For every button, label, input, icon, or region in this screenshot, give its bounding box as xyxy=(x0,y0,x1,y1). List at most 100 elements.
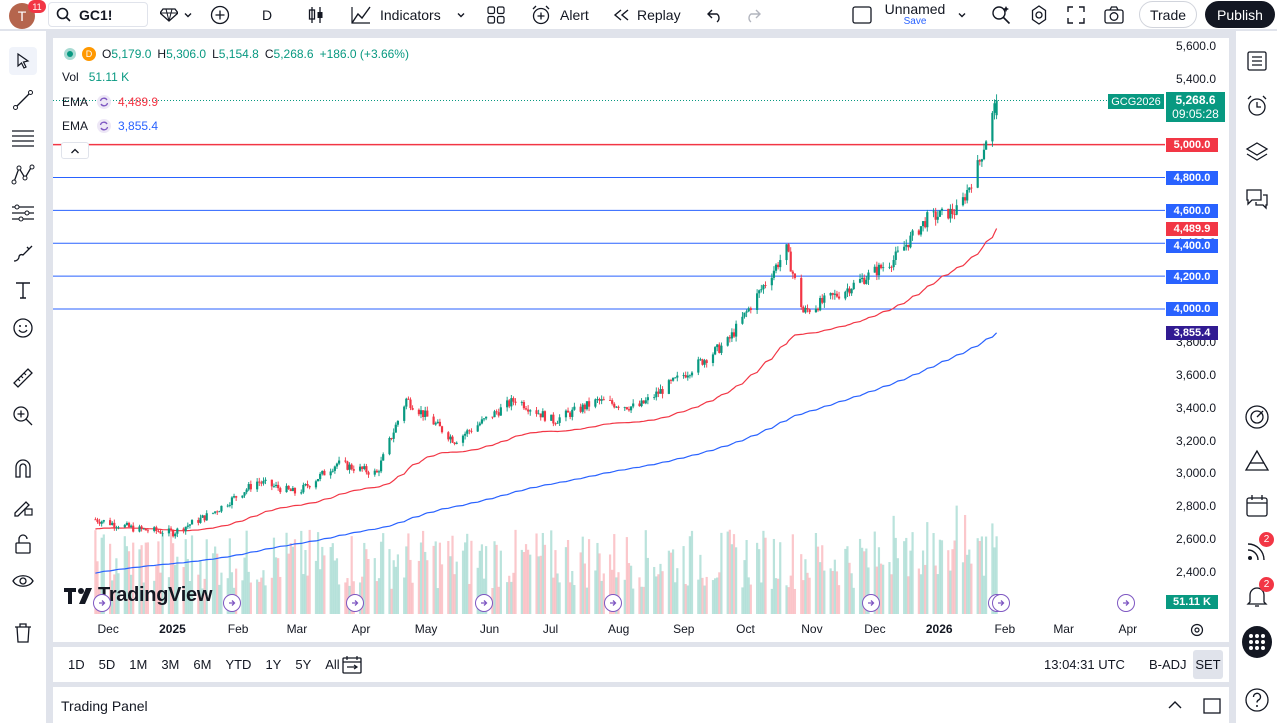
range-button-6m[interactable]: 6M xyxy=(193,657,212,672)
layout-name-block[interactable]: Unnamed Save xyxy=(880,2,950,27)
chat-button[interactable] xyxy=(1242,184,1272,214)
adjustment-toggle[interactable]: B-ADJ xyxy=(1149,647,1187,682)
calendar-range-icon xyxy=(342,655,362,674)
ohlc-legend: D O 5,179.0 H 5,306.0 L 5,154.8 C 5,268.6 +1… xyxy=(62,46,409,62)
text-tool[interactable] xyxy=(9,276,37,304)
layout-save-status: Save xyxy=(903,16,927,27)
range-button-all[interactable]: All xyxy=(325,657,340,672)
undo-button[interactable] xyxy=(700,0,730,29)
publish-button[interactable]: Publish xyxy=(1205,1,1275,28)
session-toggle[interactable]: SET xyxy=(1193,650,1223,679)
event-marker-icon[interactable] xyxy=(604,594,622,612)
object-tree-button[interactable] xyxy=(1242,137,1272,167)
time-tick-label: Oct xyxy=(736,622,755,636)
fullscreen-button[interactable] xyxy=(1060,0,1092,29)
stay-drawing-tool[interactable] xyxy=(9,493,37,521)
fib-tool[interactable] xyxy=(9,124,37,152)
layout-button[interactable] xyxy=(845,0,879,29)
alerts-button[interactable] xyxy=(1242,91,1272,121)
symbol-search[interactable]: GC1! xyxy=(48,2,148,27)
refresh-icon xyxy=(97,119,112,133)
maximize-icon[interactable] xyxy=(1203,698,1221,714)
goto-date-button[interactable] xyxy=(341,647,363,682)
range-buttons: 1D 5D 1M 3M 6M YTD 1Y 5Y All xyxy=(61,647,347,682)
cursor-tool[interactable] xyxy=(9,47,37,75)
time-tick-label: Mar xyxy=(1053,622,1074,636)
alert-button[interactable]: Alert xyxy=(524,0,595,29)
event-marker-icon[interactable] xyxy=(346,594,364,612)
help-button[interactable] xyxy=(1242,685,1272,715)
streams-button[interactable]: 2 xyxy=(1242,532,1274,566)
pattern-tool[interactable] xyxy=(9,161,37,189)
collapse-legend-button[interactable] xyxy=(61,142,89,159)
quick-search-button[interactable] xyxy=(984,0,1018,29)
pattern-icon xyxy=(11,164,35,185)
chevron-up-icon[interactable] xyxy=(1167,699,1183,711)
layout-name: Unnamed xyxy=(884,1,946,17)
calendar-button[interactable] xyxy=(1242,491,1272,521)
compare-button[interactable] xyxy=(204,0,236,29)
candles-icon xyxy=(308,6,323,23)
layout-menu-button[interactable] xyxy=(950,0,974,29)
settings-button[interactable] xyxy=(1022,0,1056,29)
emoji-tool[interactable] xyxy=(9,314,37,342)
range-button-5y[interactable]: 5Y xyxy=(295,657,312,672)
hide-drawings-tool[interactable] xyxy=(9,567,37,595)
trend-line-tool[interactable] xyxy=(9,86,37,114)
event-marker-icon[interactable] xyxy=(1117,594,1135,612)
time-tick-label: Jul xyxy=(542,622,559,636)
square-icon xyxy=(852,5,872,24)
forecast-tool[interactable] xyxy=(9,199,37,227)
range-button-1m[interactable]: 1M xyxy=(129,657,148,672)
redo-button[interactable] xyxy=(738,0,768,29)
utc-clock[interactable]: 13:04:31 UTC xyxy=(1044,647,1125,682)
interval-button[interactable]: D xyxy=(256,0,278,29)
chart-pane[interactable] xyxy=(53,38,1229,642)
price-tick-label: 2,800.0 xyxy=(1175,499,1216,514)
indicators-button[interactable]: Indicators xyxy=(344,0,473,29)
axis-settings-icon[interactable] xyxy=(1189,622,1205,638)
event-marker-icon[interactable] xyxy=(93,594,111,612)
event-marker-icon[interactable] xyxy=(862,594,880,612)
zoom-tool[interactable] xyxy=(9,402,37,430)
magnet-icon xyxy=(15,459,31,478)
range-button-5d[interactable]: 5D xyxy=(98,657,116,672)
range-button-1y[interactable]: 1Y xyxy=(265,657,282,672)
range-button-ytd[interactable]: YTD xyxy=(225,657,252,672)
trash-icon xyxy=(15,623,31,643)
notifications-button[interactable]: 2 xyxy=(1242,577,1274,611)
pyramid-icon xyxy=(1244,449,1270,471)
ema-fast-legend[interactable]: EMA 4,489.9 xyxy=(62,94,158,110)
magnet-tool[interactable] xyxy=(9,454,37,482)
diamond-dropdown[interactable] xyxy=(154,0,200,29)
price-tick-label: 3,200.0 xyxy=(1175,433,1216,448)
pencil-lock-icon xyxy=(14,501,33,517)
refresh-icon xyxy=(97,95,112,109)
lock-drawings-tool[interactable] xyxy=(9,530,37,558)
templates-button[interactable] xyxy=(480,0,512,29)
chart-type-button[interactable] xyxy=(300,0,332,29)
time-tick-label: Dec xyxy=(864,622,886,636)
volume-legend[interactable]: Vol 51.11 K xyxy=(62,70,129,84)
ema-slow-legend[interactable]: EMA 3,855.4 xyxy=(62,118,158,134)
brush-tool[interactable] xyxy=(9,239,37,267)
event-marker-icon[interactable] xyxy=(992,594,1010,612)
price-tick-label: 3,000.0 xyxy=(1175,466,1216,481)
trading-panel-header[interactable]: Trading Panel xyxy=(53,687,1229,723)
eye-icon xyxy=(12,575,34,587)
measure-tool[interactable] xyxy=(9,364,37,392)
range-button-3m[interactable]: 3M xyxy=(161,657,180,672)
replay-button[interactable]: Replay xyxy=(605,0,687,29)
watchlist-button[interactable] xyxy=(1242,46,1272,76)
brush-icon xyxy=(13,245,33,262)
event-marker-icon[interactable] xyxy=(223,594,241,612)
ideas-stream-button[interactable] xyxy=(1242,446,1272,476)
range-button-1d[interactable]: 1D xyxy=(68,657,85,672)
event-marker-icon[interactable] xyxy=(475,594,493,612)
remove-drawings-tool[interactable] xyxy=(9,619,37,647)
apps-button[interactable] xyxy=(1242,626,1272,658)
snapshot-button[interactable] xyxy=(1097,0,1131,29)
cursor-arrow-icon xyxy=(17,52,30,69)
trade-button[interactable]: Trade xyxy=(1139,1,1197,28)
hotlists-button[interactable] xyxy=(1242,402,1272,432)
